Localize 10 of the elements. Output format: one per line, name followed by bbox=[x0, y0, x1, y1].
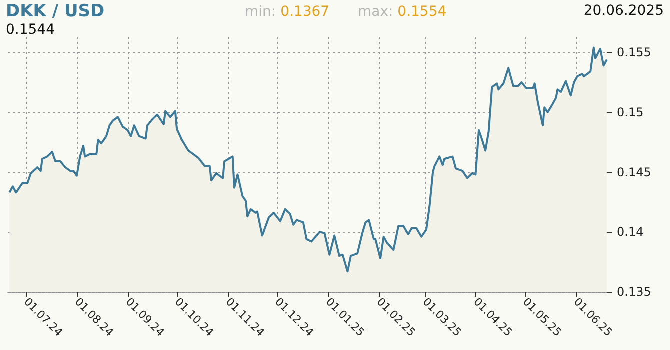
y-tick-label: 0.14 bbox=[617, 225, 644, 240]
text: min: 0.1367 bbox=[245, 4, 330, 20]
annotation: 0.1544 bbox=[6, 22, 56, 38]
y-tick-label: 0.145 bbox=[617, 165, 652, 180]
y-tick-label: 0.15 bbox=[617, 105, 644, 120]
text: 20.06.2025 bbox=[584, 3, 664, 19]
text: max: 0.1554 bbox=[358, 4, 447, 20]
y-tick-label: 0.155 bbox=[617, 46, 652, 60]
y-tick-label: 0.135 bbox=[617, 285, 652, 299]
chart-title: DKK / USD bbox=[6, 2, 105, 22]
